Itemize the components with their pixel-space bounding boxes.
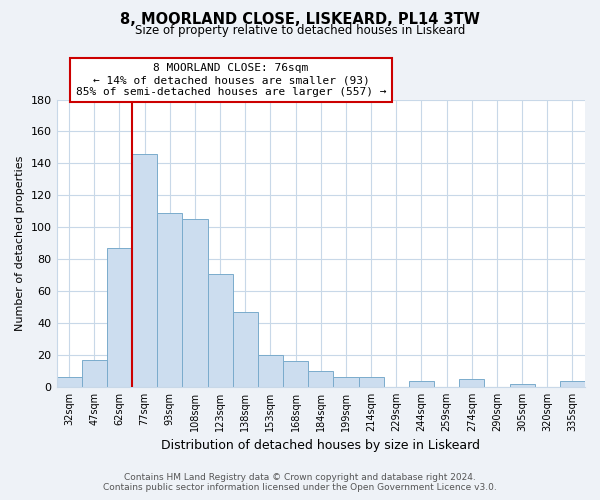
Bar <box>82 360 107 387</box>
Bar <box>233 312 258 387</box>
Bar <box>409 380 434 387</box>
Bar <box>509 384 535 387</box>
Bar <box>334 378 359 387</box>
Bar <box>56 378 82 387</box>
Text: Contains HM Land Registry data © Crown copyright and database right 2024.
Contai: Contains HM Land Registry data © Crown c… <box>103 473 497 492</box>
Bar <box>560 380 585 387</box>
Bar <box>107 248 132 387</box>
Bar <box>459 379 484 387</box>
Y-axis label: Number of detached properties: Number of detached properties <box>15 156 25 331</box>
Bar <box>283 362 308 387</box>
Bar <box>157 213 182 387</box>
Bar <box>308 371 334 387</box>
Bar <box>359 378 383 387</box>
Bar <box>132 154 157 387</box>
Text: Size of property relative to detached houses in Liskeard: Size of property relative to detached ho… <box>135 24 465 37</box>
Bar <box>208 274 233 387</box>
Text: 8 MOORLAND CLOSE: 76sqm
← 14% of detached houses are smaller (93)
85% of semi-de: 8 MOORLAND CLOSE: 76sqm ← 14% of detache… <box>76 64 386 96</box>
Text: 8, MOORLAND CLOSE, LISKEARD, PL14 3TW: 8, MOORLAND CLOSE, LISKEARD, PL14 3TW <box>120 12 480 28</box>
Bar <box>258 355 283 387</box>
Bar <box>182 220 208 387</box>
X-axis label: Distribution of detached houses by size in Liskeard: Distribution of detached houses by size … <box>161 440 480 452</box>
